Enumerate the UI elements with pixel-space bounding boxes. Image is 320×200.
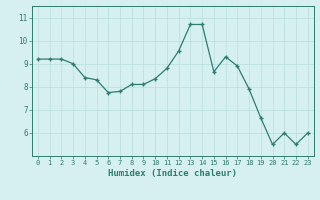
- X-axis label: Humidex (Indice chaleur): Humidex (Indice chaleur): [108, 169, 237, 178]
